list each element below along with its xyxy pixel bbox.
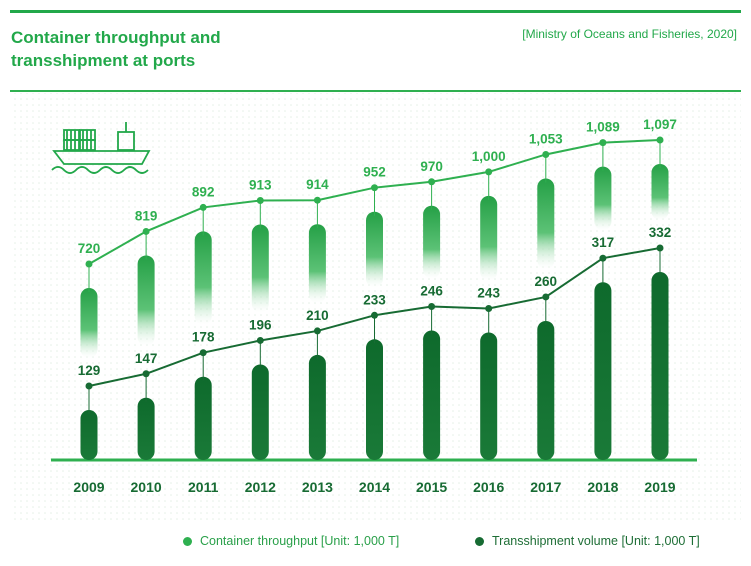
transshipment-value-label: 196 [249, 317, 272, 332]
throughput-bar [366, 211, 383, 288]
transshipment-point [142, 370, 150, 378]
throughput-bar [308, 224, 326, 303]
transshipment-point [313, 327, 321, 335]
transshipment-bar [137, 397, 155, 460]
legend-transshipment-label: Transshipment volume [Unit: 1,000 T] [492, 534, 700, 548]
legend-throughput-label: Container throughput [Unit: 1,000 T] [200, 534, 400, 548]
throughput-point [542, 150, 550, 158]
x-tick-label: 2019 [644, 479, 675, 495]
value-connectors [88, 140, 661, 414]
throughput-bar [480, 195, 498, 281]
transshipment-point [199, 349, 207, 357]
throughput-bar [651, 164, 669, 220]
x-tick-label: 2018 [587, 479, 618, 495]
x-tick-label: 2014 [359, 479, 390, 495]
transshipment-point [485, 305, 493, 313]
legend-transshipment: Transshipment volume [Unit: 1,000 T] [475, 534, 700, 548]
throughput-value-label: 1,000 [472, 149, 506, 164]
throughput-bar [80, 288, 98, 358]
transshipment-bar [480, 332, 498, 460]
transshipment-bars [80, 272, 669, 460]
throughput-bar [594, 166, 612, 231]
throughput-value-label: 1,053 [529, 131, 563, 146]
throughput-value-label: 970 [420, 159, 443, 174]
x-tick-labels: 2009 2010 2011 2012 2013 2014 2015 2016 2017 2018… [73, 479, 675, 495]
transshipment-point [656, 244, 664, 252]
throughput-point [485, 168, 493, 176]
transshipment-bar [194, 376, 212, 460]
x-tick-label: 2016 [473, 479, 504, 495]
transshipment-bar [537, 320, 555, 460]
x-tick-label: 2011 [188, 479, 219, 495]
throughput-value-label: 914 [306, 177, 329, 192]
transshipment-value-label: 332 [649, 225, 672, 240]
transshipment-value-label: 243 [477, 286, 500, 301]
throughput-value-label: 892 [192, 184, 215, 199]
x-tick-label: 2017 [530, 479, 561, 495]
throughput-bar [251, 224, 269, 313]
transshipment-value-label: 233 [363, 292, 386, 307]
transshipment-value-label: 246 [420, 283, 443, 298]
throughput-value-label: 819 [135, 208, 158, 223]
throughput-value-label: 952 [363, 165, 386, 180]
transshipment-point [85, 382, 93, 390]
throughput-point [256, 197, 264, 205]
throughput-bars [80, 164, 669, 358]
transshipment-bar [80, 410, 98, 460]
throughput-point [599, 139, 607, 147]
transshipment-value-label: 129 [78, 363, 101, 378]
transshipment-point [542, 293, 550, 301]
transshipment-bar [308, 354, 326, 460]
throughput-bar [137, 255, 155, 346]
transshipment-bar [651, 272, 669, 460]
transshipment-point [428, 302, 436, 310]
x-tick-label: 2015 [416, 479, 447, 495]
throughput-point [85, 260, 93, 268]
x-tick-label: 2010 [131, 479, 162, 495]
source-note: [Ministry of Oceans and Fisheries, 2020] [522, 27, 737, 41]
series-points [85, 136, 664, 390]
transshipment-point [599, 254, 607, 262]
throughput-value-label: 1,089 [586, 120, 620, 135]
transshipment-bar [251, 364, 269, 460]
legend-transshipment-marker [475, 536, 484, 546]
x-tick-label: 2013 [302, 479, 333, 495]
transshipment-value-label: 317 [592, 235, 615, 250]
chart-title: Container throughput and transshipment a… [11, 28, 221, 70]
transshipment-point [256, 336, 264, 344]
throughput-bar [423, 205, 441, 279]
throughput-bar [194, 231, 212, 325]
x-tick-label: 2012 [245, 479, 276, 495]
transshipment-point [371, 311, 378, 319]
transshipment-bar [423, 330, 441, 460]
transshipment-bar [366, 339, 383, 460]
transshipment-bar [594, 282, 612, 460]
x-tick-label: 2009 [73, 479, 104, 495]
data-labels: 720 129 819 147 892 178 913 196 914 210 952 233 970 2… [78, 117, 677, 378]
throughput-value-label: 913 [249, 178, 272, 193]
throughput-bar [537, 178, 555, 269]
transshipment-value-label: 147 [135, 351, 158, 366]
throughput-value-label: 720 [78, 241, 101, 256]
throughput-point [656, 136, 664, 144]
throughput-point [142, 227, 150, 235]
transshipment-value-label: 260 [535, 274, 558, 289]
cargo-ship-icon [51, 122, 151, 174]
throughput-point [199, 203, 207, 211]
throughput-point [313, 196, 321, 204]
legend-throughput: Container throughput [Unit: 1,000 T] [183, 534, 399, 548]
legend-throughput-marker [183, 536, 192, 546]
transshipment-value-label: 210 [306, 308, 329, 323]
transshipment-value-label: 178 [192, 330, 215, 345]
top-rule [10, 10, 741, 13]
throughput-value-label: 1,097 [643, 117, 677, 132]
throughput-point [371, 184, 378, 192]
header-divider [10, 90, 741, 92]
throughput-point [428, 178, 436, 186]
